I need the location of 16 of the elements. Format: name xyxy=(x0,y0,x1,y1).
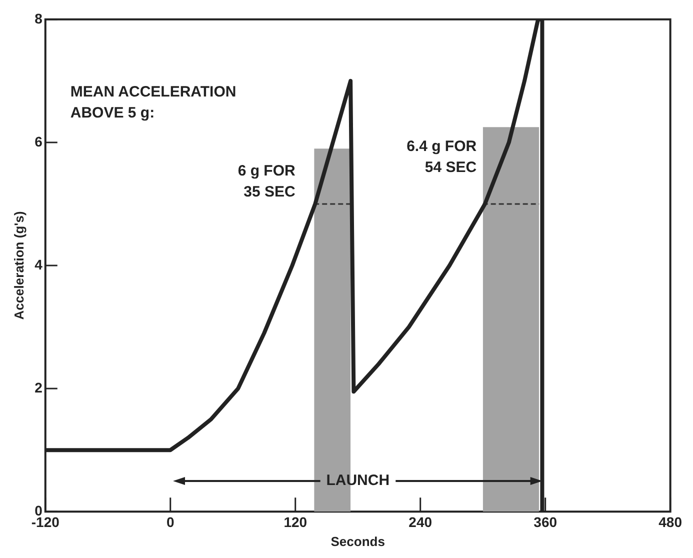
y-tick-label: 4 xyxy=(34,256,43,272)
y-tick-label: 0 xyxy=(34,502,43,518)
x-tick-label: 0 xyxy=(166,514,174,530)
y-tick-label: 6 xyxy=(34,133,43,150)
y-axis-title: Acceleration (g's) xyxy=(11,211,26,320)
annotation: MEAN ACCELERATION ABOVE 5 g: xyxy=(70,84,236,122)
y-tick-label: 2 xyxy=(34,379,43,396)
annotation: LAUNCH xyxy=(326,472,390,489)
x-tick-label: 480 xyxy=(658,514,682,530)
x-tick-label: 360 xyxy=(534,514,558,530)
y-tick-label: 8 xyxy=(34,10,43,26)
annotation: 6.4 g FOR 54 SEC xyxy=(406,138,477,176)
x-tick-label: 240 xyxy=(408,514,432,530)
annotation: 6 g FOR 35 SEC xyxy=(238,162,296,200)
x-axis-title: Seconds xyxy=(330,534,385,549)
x-tick-label: 120 xyxy=(284,514,308,530)
